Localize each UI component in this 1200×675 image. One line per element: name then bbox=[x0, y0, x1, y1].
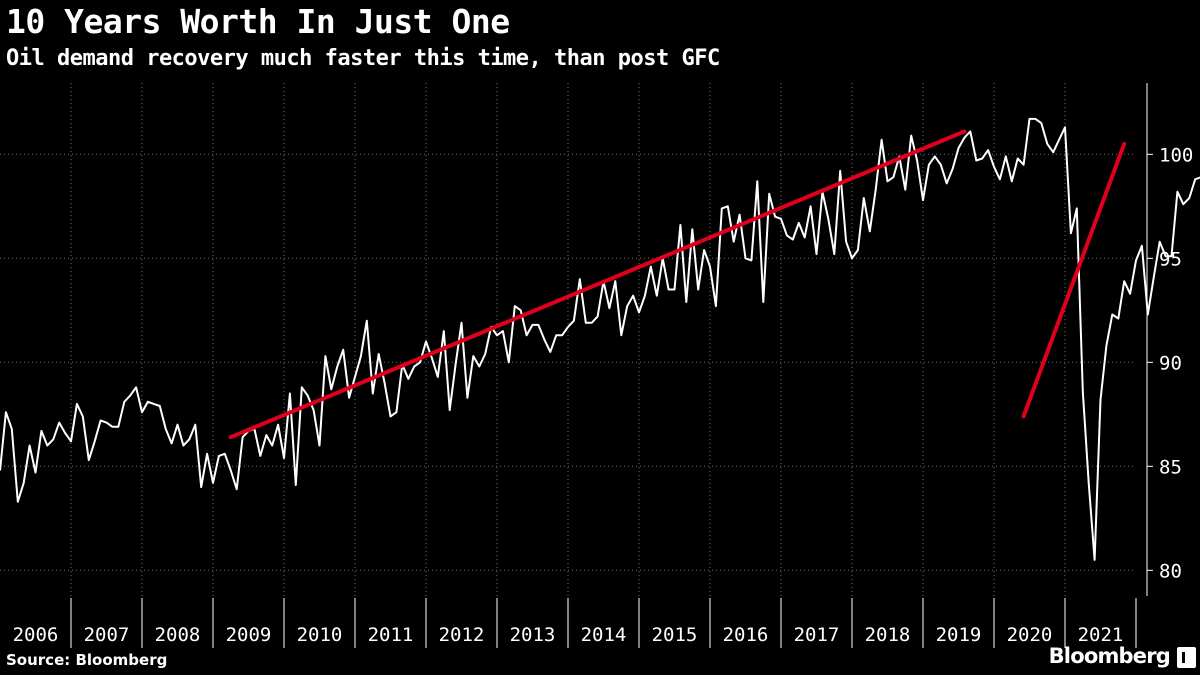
y-tick-label: 95 bbox=[1159, 248, 1182, 270]
x-tick-label: 2010 bbox=[297, 624, 343, 646]
x-tick-label: 2011 bbox=[368, 624, 414, 646]
y-tick-label: 80 bbox=[1159, 560, 1182, 582]
bloomberg-logo: Bloomberg bbox=[1048, 644, 1171, 668]
x-tick-label: 2012 bbox=[439, 624, 485, 646]
x-tick-label: 2015 bbox=[652, 624, 698, 646]
x-tick-label: 2021 bbox=[1078, 624, 1124, 646]
bloomberg-terminal-icon bbox=[1177, 647, 1196, 668]
x-tick-label: 2014 bbox=[581, 624, 627, 646]
chart-title: 10 Years Worth In Just One bbox=[6, 2, 510, 41]
x-tick-label: 2006 bbox=[13, 624, 59, 646]
x-tick-label: 2018 bbox=[865, 624, 911, 646]
x-tick-label: 2019 bbox=[936, 624, 982, 646]
x-tick-label: 2017 bbox=[794, 624, 840, 646]
y-tick-label: 100 bbox=[1159, 144, 1193, 166]
x-tick-label: 2007 bbox=[84, 624, 130, 646]
series-line-0 bbox=[0, 117, 1200, 561]
chart-subtitle: Oil demand recovery much faster this tim… bbox=[6, 46, 720, 71]
x-tick-label: 2009 bbox=[226, 624, 272, 646]
x-tick-label: 2013 bbox=[510, 624, 556, 646]
grid-lines bbox=[0, 83, 1136, 596]
trend-layer bbox=[228, 129, 1127, 440]
x-tick-label: 2016 bbox=[723, 624, 769, 646]
series-layer bbox=[0, 117, 1200, 561]
y-tick-label: 85 bbox=[1159, 456, 1182, 478]
y-tick-label: 90 bbox=[1159, 352, 1182, 374]
x-tick-label: 2020 bbox=[1007, 624, 1053, 646]
chart-axes: 80 85 90 95 100 2006 2007 2008 2009 2010 2011 2012 2… bbox=[13, 83, 1193, 648]
trend-line-1 bbox=[228, 129, 967, 440]
source-note: Source: Bloomberg bbox=[6, 651, 168, 669]
x-tick-label: 2008 bbox=[155, 624, 201, 646]
trend-line-2 bbox=[1021, 141, 1127, 419]
